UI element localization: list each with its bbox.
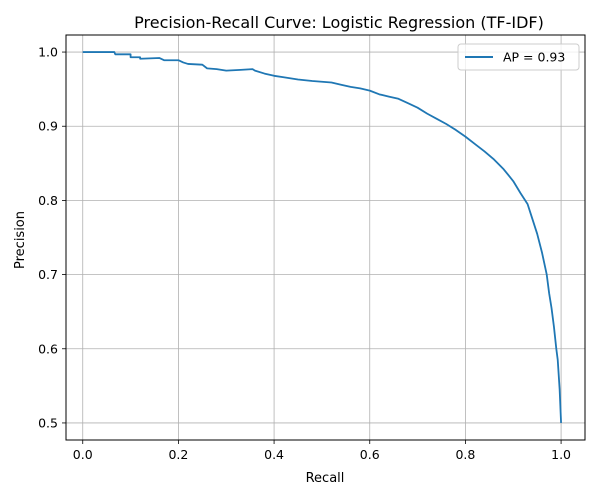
x-tick-label: 0.6	[360, 447, 380, 462]
grid-lines	[66, 35, 585, 440]
y-tick-label: 0.7	[38, 267, 58, 282]
legend: AP = 0.93	[457, 43, 580, 71]
x-tick-label: 0.0	[73, 447, 93, 462]
x-tick-label: 0.8	[455, 447, 475, 462]
y-tick-label: 0.9	[38, 119, 58, 134]
x-tick-label: 0.2	[168, 447, 188, 462]
series-line-0	[82, 51, 562, 423]
legend-entry-label: AP = 0.93	[503, 50, 565, 65]
y-tick-label: 0.5	[38, 415, 58, 430]
y-tick-label: 1.0	[38, 45, 58, 60]
y-tick-label: 0.6	[38, 341, 58, 356]
y-axis-label: Precision	[13, 211, 28, 269]
x-axis-ticks: 0.0 0.2 0.4 0.6 0.8 1.0	[73, 440, 571, 462]
legend-box	[457, 43, 580, 71]
x-tick-label: 1.0	[551, 447, 571, 462]
plot-area-frame	[65, 34, 586, 441]
plot-series	[82, 51, 562, 423]
y-axis-ticks: 0.5 0.6 0.7 0.8 0.9 1.0	[38, 45, 66, 430]
x-axis-label: Recall	[306, 471, 345, 486]
chart-title: Precision-Recall Curve: Logistic Regress…	[134, 13, 544, 32]
x-tick-label: 0.4	[264, 447, 284, 462]
y-tick-label: 0.8	[38, 193, 58, 208]
